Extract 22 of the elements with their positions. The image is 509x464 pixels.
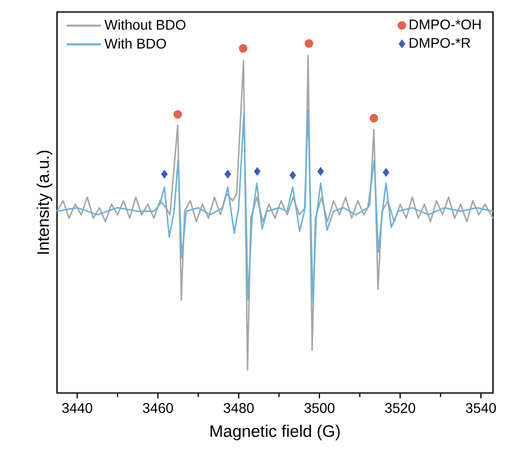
point: [224, 170, 232, 178]
point: [382, 168, 390, 177]
point: [173, 110, 182, 119]
point: [370, 114, 378, 123]
x-axis-title: Magnetic field (G): [210, 424, 340, 440]
legend-label: With BDO: [104, 38, 166, 49]
x-tick-label: 3480: [224, 403, 254, 413]
x-tick-label: 3440: [62, 403, 92, 413]
legend-label: DMPO-*OH: [410, 20, 481, 30]
point: [317, 167, 324, 176]
point: [161, 170, 168, 178]
x-tick-label: 3460: [142, 403, 173, 413]
y-axis-title: Intensity (a.u.): [36, 150, 52, 254]
x-tick-label: 3540: [466, 403, 496, 413]
x-tick-label: 3500: [304, 403, 334, 413]
legend-label: Without BDO: [104, 20, 186, 30]
point: [238, 44, 248, 53]
x-tick-label: 3520: [385, 403, 416, 413]
legend-label: DMPO-*R: [410, 38, 470, 48]
point: [290, 170, 296, 180]
point: [254, 167, 261, 176]
point: [304, 39, 314, 48]
